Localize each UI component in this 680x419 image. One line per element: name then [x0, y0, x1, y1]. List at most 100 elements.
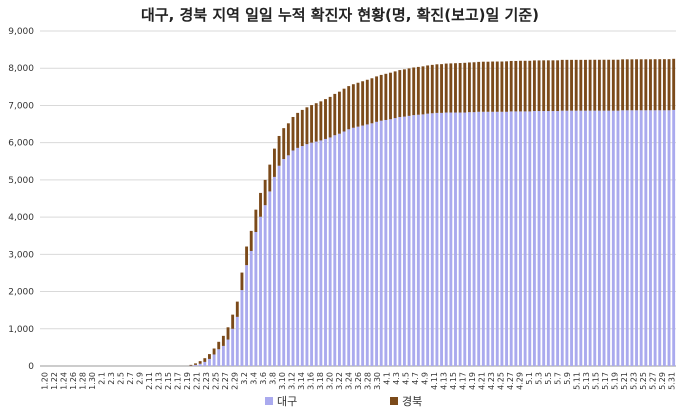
- x-tick-label: 4.13: [439, 372, 448, 390]
- bar-daegu: [370, 123, 374, 366]
- x-tick-label: 3.18: [316, 372, 325, 390]
- bar-gyeongbuk: [440, 64, 443, 113]
- x-tick-label: 2.13: [155, 372, 164, 390]
- bar-daegu: [649, 110, 652, 366]
- x-tick-label: 5.9: [563, 372, 572, 385]
- bar-daegu: [333, 135, 337, 366]
- bar-gyeongbuk: [630, 59, 634, 111]
- bar-gyeongbuk: [528, 60, 532, 112]
- x-tick-label: 4.25: [496, 372, 505, 390]
- bar-gyeongbuk: [551, 60, 555, 112]
- y-tick-label: 0: [28, 362, 34, 372]
- x-tick-label: 2.1: [98, 372, 107, 385]
- bar-gyeongbuk: [454, 63, 457, 113]
- bar-daegu: [486, 111, 490, 367]
- bar-gyeongbuk: [607, 59, 611, 111]
- bar-daegu: [662, 110, 666, 366]
- bar-daegu: [319, 140, 323, 366]
- bar-daegu: [305, 144, 309, 366]
- x-tick-label: 3.30: [373, 372, 382, 390]
- bar-daegu: [375, 121, 379, 366]
- bar-daegu: [412, 115, 416, 367]
- x-tick-label: 2.9: [136, 372, 145, 385]
- x-tick-label: 2.5: [117, 372, 126, 385]
- x-tick-label: 5.13: [582, 372, 591, 390]
- x-tick-label: 2.25: [212, 372, 221, 390]
- bar-gyeongbuk: [500, 61, 504, 112]
- bar-gyeongbuk: [296, 112, 300, 148]
- bar-gyeongbuk: [240, 272, 244, 291]
- bar-daegu: [579, 110, 583, 366]
- bar-daegu: [198, 363, 202, 366]
- x-tick-label: 3.24: [345, 372, 354, 390]
- x-tick-label: 3.6: [259, 372, 268, 385]
- bar-gyeongbuk: [472, 62, 476, 113]
- bar-daegu: [416, 114, 420, 366]
- bar-daegu: [384, 119, 388, 367]
- bar-gyeongbuk: [333, 93, 337, 136]
- bar-gyeongbuk: [198, 361, 202, 364]
- bar-gyeongbuk: [365, 79, 369, 125]
- x-tick-label: 4.23: [487, 372, 496, 390]
- bar-gyeongbuk: [444, 63, 448, 113]
- x-tick-label: 4.11: [430, 372, 439, 390]
- bar-daegu: [203, 361, 207, 366]
- bar-gyeongbuk: [356, 82, 360, 127]
- x-tick-label: 1.26: [69, 372, 78, 390]
- bar-daegu: [458, 112, 462, 367]
- y-tick-label: 4,000: [8, 213, 34, 223]
- bar-gyeongbuk: [421, 66, 425, 115]
- bar-daegu: [324, 138, 327, 366]
- x-tick-label: 5.19: [610, 372, 619, 390]
- bar-daegu: [616, 110, 620, 366]
- bar-gyeongbuk: [203, 358, 207, 362]
- bar-daegu: [235, 316, 239, 366]
- bar-gyeongbuk: [189, 364, 193, 366]
- bar-gyeongbuk: [221, 335, 225, 346]
- x-tick-label: 1.28: [79, 372, 88, 390]
- x-tick-label: 3.20: [326, 372, 335, 390]
- bar-gyeongbuk: [635, 59, 638, 111]
- bar-daegu: [402, 116, 406, 366]
- bar-daegu: [310, 142, 314, 366]
- bar-gyeongbuk: [602, 59, 606, 111]
- bar-gyeongbuk: [235, 301, 239, 317]
- bar-daegu: [426, 113, 430, 366]
- bar-gyeongbuk: [412, 67, 416, 116]
- bar-gyeongbuk: [481, 61, 485, 112]
- bar-daegu: [361, 125, 365, 366]
- bar-daegu: [217, 349, 221, 366]
- bar-daegu: [528, 111, 532, 367]
- bar-gyeongbuk: [314, 103, 318, 142]
- bar-daegu: [421, 114, 425, 366]
- x-tick-label: 5.15: [591, 372, 600, 390]
- bar-gyeongbuk: [509, 60, 513, 112]
- bar-daegu: [286, 155, 290, 366]
- x-tick-label: 1.24: [60, 372, 69, 390]
- bar-daegu: [194, 364, 197, 366]
- bar-gyeongbuk: [398, 70, 402, 117]
- bar-daegu: [407, 115, 411, 367]
- bar-daegu: [658, 110, 662, 366]
- bar-daegu: [314, 141, 318, 366]
- bar-gyeongbuk: [467, 62, 471, 113]
- bar-daegu: [565, 110, 569, 366]
- x-tick-label: 3.10: [278, 372, 287, 390]
- bar-daegu: [440, 112, 443, 366]
- bar-gyeongbuk: [407, 68, 411, 116]
- bar-gyeongbuk: [639, 59, 643, 111]
- bar-gyeongbuk: [389, 72, 392, 120]
- bar-gyeongbuk: [300, 109, 304, 147]
- bar-gyeongbuk: [282, 128, 286, 160]
- x-tick-label: 4.15: [449, 372, 458, 390]
- x-tick-label: 2.29: [231, 372, 240, 390]
- bar-gyeongbuk: [570, 59, 573, 111]
- bar-daegu: [551, 111, 555, 366]
- bar-daegu: [389, 119, 392, 366]
- bar-gyeongbuk: [537, 60, 541, 112]
- chart-title: 대구, 경북 지역 일일 누적 확진자 현황(명, 확진(보고)일 기준): [141, 6, 539, 24]
- bar-daegu: [379, 120, 383, 367]
- bar-daegu: [667, 110, 671, 366]
- bar-daegu: [435, 112, 439, 366]
